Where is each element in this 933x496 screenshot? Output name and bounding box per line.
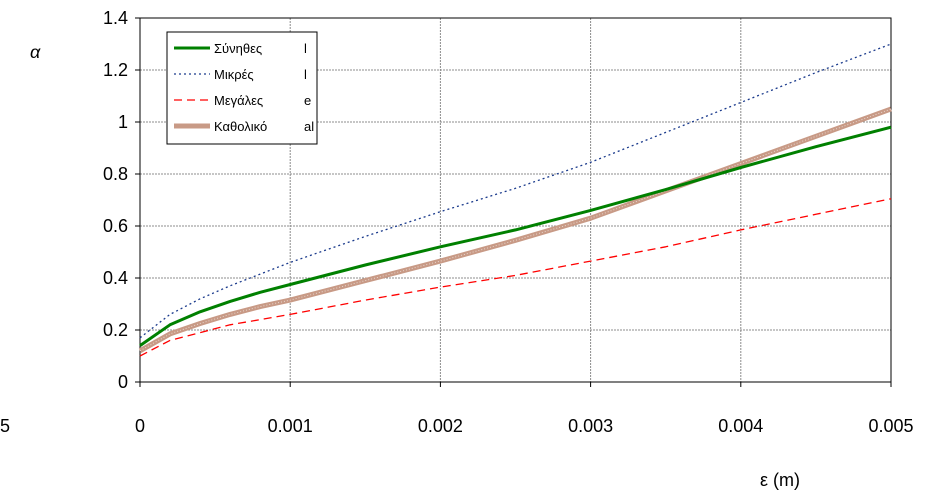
legend-entry-suffix: e: [304, 93, 311, 108]
series-line-3: [139, 198, 892, 357]
x-tick-label: 0.004: [718, 416, 763, 436]
left-partial-tick-label: 5: [0, 416, 10, 436]
legend-entry-label: Καθολικό: [214, 119, 267, 134]
legend-entry-label: Σύνηθες: [214, 41, 262, 56]
series-lines: [138, 43, 892, 357]
y-tick-label: 0.2: [103, 320, 128, 340]
legend-entry-suffix: al: [304, 119, 314, 134]
x-tick-labels: 0 0.001 0.002 0.003 0.004 0.005: [135, 382, 914, 436]
legend-entry-suffix: l: [304, 41, 307, 56]
y-tick-label: 0.8: [103, 164, 128, 184]
x-axis-label: ε (m): [760, 470, 800, 490]
legend-entry-suffix: l: [304, 67, 307, 82]
x-tick-label: 0.001: [268, 416, 313, 436]
legend: Σύνηθες l Μικρές l Μεγάλες e Καθολικό al: [166, 31, 318, 145]
y-tick-label: 0.4: [103, 268, 128, 288]
legend-entry-label: Μικρές: [214, 67, 254, 82]
plot-frame: [139, 17, 892, 383]
x-tick-label: 0: [135, 416, 145, 436]
grid: [140, 18, 891, 382]
y-tick-label: 0: [118, 372, 128, 392]
y-tick-label: 0.6: [103, 216, 128, 236]
x-tick-label: 0.003: [568, 416, 613, 436]
x-tick-label: 0.005: [868, 416, 913, 436]
series-line-1: [139, 125, 892, 347]
y-tick-label: 1.2: [103, 60, 128, 80]
y-tick-labels: 0 0.2 0.4 0.6 0.8 1 1.2 1.4: [103, 8, 140, 392]
series-line-4: [138, 106, 892, 353]
x-tick-label: 0.002: [418, 416, 463, 436]
y-axis-label: α: [30, 42, 41, 62]
y-tick-label: 1: [118, 112, 128, 132]
y-tick-label: 1.4: [103, 8, 128, 28]
legend-entry-label: Μεγάλες: [214, 93, 263, 108]
